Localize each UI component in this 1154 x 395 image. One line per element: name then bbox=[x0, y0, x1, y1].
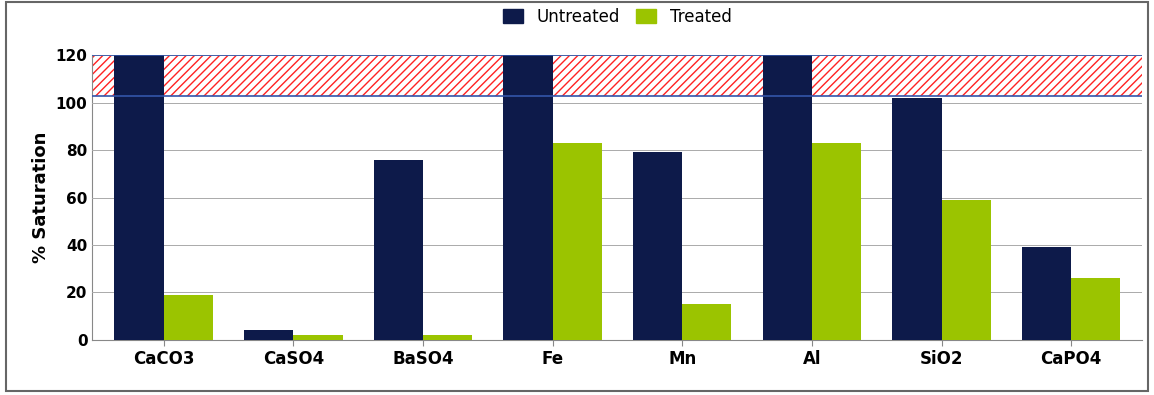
Bar bbox=[422, 335, 472, 340]
Bar bbox=[632, 152, 682, 340]
Bar bbox=[1022, 247, 1071, 340]
Bar bbox=[164, 295, 212, 340]
Legend: Untreated, Treated: Untreated, Treated bbox=[496, 1, 739, 32]
Bar bbox=[114, 55, 164, 340]
Bar bbox=[92, 55, 1142, 96]
Bar bbox=[503, 55, 553, 340]
Bar bbox=[553, 143, 602, 340]
Bar bbox=[243, 330, 293, 340]
Bar bbox=[293, 335, 343, 340]
Bar bbox=[942, 200, 991, 340]
Y-axis label: % Saturation: % Saturation bbox=[32, 132, 50, 263]
Bar bbox=[812, 143, 861, 340]
Bar bbox=[1071, 278, 1121, 340]
Bar bbox=[374, 160, 422, 340]
Bar bbox=[682, 304, 732, 340]
Bar bbox=[892, 98, 942, 340]
Bar bbox=[763, 55, 812, 340]
